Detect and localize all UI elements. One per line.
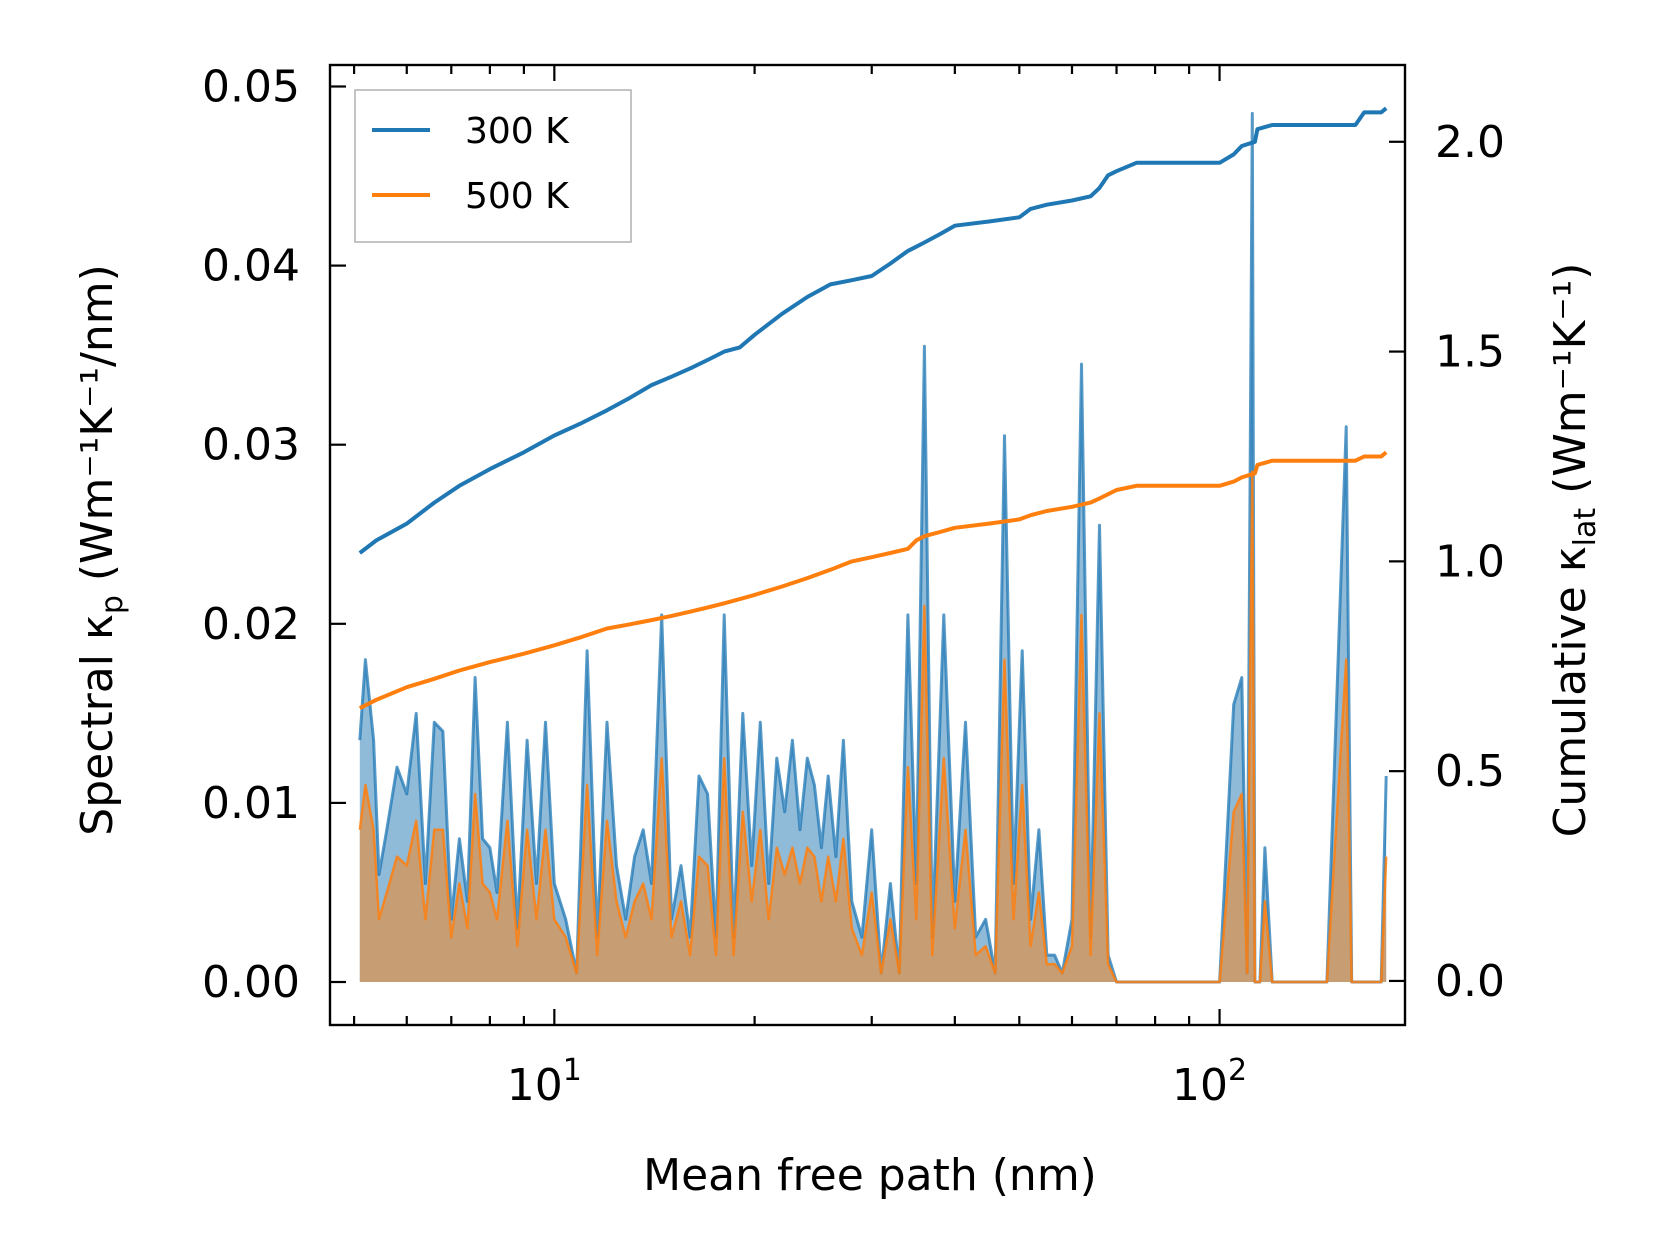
cumulative-500k-line [358,450,1388,710]
y-right-tick-label: 1.0 [1435,536,1505,587]
y-left-tick-labels: 0.00 0.01 0.02 0.03 0.04 0.05 [202,61,300,1008]
spectral-500k-area [359,471,1387,982]
x-tick-labels: 101 102 [507,1053,1247,1111]
y-left-tick-label: 0.04 [202,241,300,292]
y-left-tick-label: 0.05 [202,61,300,112]
y-left-title-unit: (Wm⁻¹K⁻¹/nm) [72,264,123,581]
y-left-tick-label: 0.02 [202,599,300,650]
legend-label-300k: 300 K [465,111,570,152]
y-right-title-unit: (Wm⁻¹K⁻¹) [1545,263,1596,494]
x-tick-base: 10 [507,1060,563,1111]
legend-label-500k: 500 K [465,176,570,217]
x-axis-title: Mean free path (nm) [643,1150,1097,1201]
x-tick-exponent: 1 [563,1053,582,1088]
legend-box [354,89,632,243]
y-left-tick-label: 0.00 [202,957,300,1008]
legend: 300 K 500 K [354,89,632,243]
y-right-axis-title: Cumulative κlat (Wm⁻¹K⁻¹) [1545,263,1603,838]
y-right-tick-labels: 0.0 0.5 1.0 1.5 2.0 [1435,117,1505,1007]
y-right-tick-label: 1.5 [1435,327,1505,378]
y-left-tick-label: 0.03 [202,420,300,471]
plot-area [358,106,1388,984]
plot-frame [328,63,1407,1027]
spectral-300k-line [358,111,1388,984]
y-left-tick-label: 0.01 [202,778,300,829]
y-left-axis-title: Spectral κp (Wm⁻¹K⁻¹/nm) [72,264,130,835]
y-right-tick-label: 0.0 [1435,956,1505,1007]
tick-marks [330,65,1405,1025]
y-right-title-main: Cumulative κ [1545,546,1596,837]
y-right-title-sub: lat [1568,508,1603,547]
x-tick-label: 102 [1172,1053,1247,1111]
y-left-title-sub: p [95,595,130,614]
y-right-tick-label: 2.0 [1435,117,1505,168]
x-tick-base: 10 [1172,1060,1228,1111]
cumulative-300k-line [358,106,1388,555]
y-left-title-main: Spectral κ [72,614,123,836]
x-tick-label: 101 [507,1053,582,1111]
x-tick-exponent: 2 [1228,1053,1247,1088]
spectral-500k-line [358,470,1388,984]
y-right-tick-label: 0.5 [1435,746,1505,797]
